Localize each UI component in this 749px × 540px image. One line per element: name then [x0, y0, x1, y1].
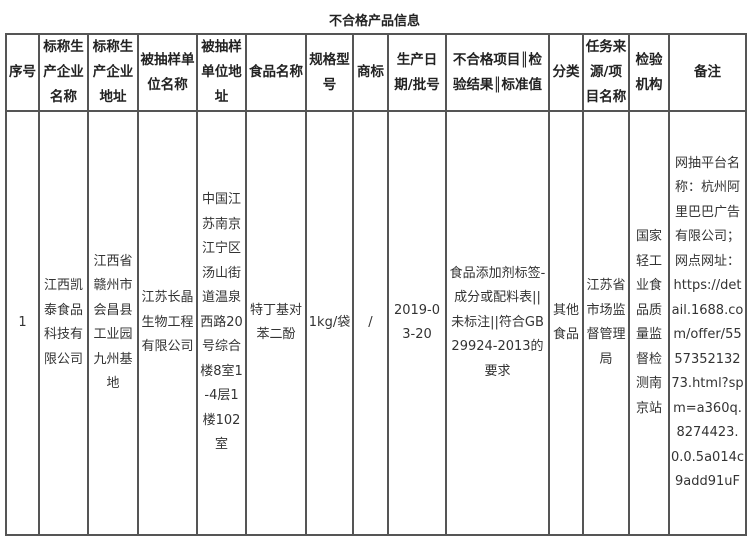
- cell-failed-item: 食品添加剂标签-成分或配料表||未标注||符合GB29924-2013的要求: [445, 110, 550, 536]
- header-index: 序号: [5, 33, 40, 112]
- cell-category: 其他食品: [548, 110, 584, 536]
- header-sampled-unit-name: 被抽样单位名称: [137, 33, 198, 112]
- header-inspection-agency: 检验机构: [628, 33, 670, 112]
- unqualified-products-table: 序号 标称生产企业名称 标称生产企业地址 被抽样单位名称 被抽样单位地址 食品名…: [5, 33, 747, 536]
- cell-spec: 1kg/袋: [305, 110, 354, 536]
- cell-index: 1: [5, 110, 40, 536]
- cell-food-name: 特丁基对苯二酚: [245, 110, 307, 536]
- cell-production-date: 2019-03-20: [387, 110, 447, 536]
- cell-trademark: /: [352, 110, 389, 536]
- cell-remarks: 网抽平台名称：杭州阿里巴巴广告有限公司；网点网址：https://detail.…: [668, 110, 747, 536]
- header-category: 分类: [548, 33, 584, 112]
- header-task-source: 任务来源/项目名称: [582, 33, 630, 112]
- header-manufacturer-address: 标称生产企业地址: [87, 33, 139, 112]
- cell-task-source: 江苏省市场监督管理局: [582, 110, 630, 536]
- cell-sampled-unit-name: 江苏长晶生物工程有限公司: [137, 110, 198, 536]
- page-title: 不合格产品信息: [328, 14, 420, 29]
- header-failed-item: 不合格项目║检验结果║标准值: [445, 33, 550, 112]
- header-sampled-unit-address: 被抽样单位地址: [196, 33, 247, 112]
- header-trademark: 商标: [352, 33, 389, 112]
- header-food-name: 食品名称: [245, 33, 307, 112]
- cell-inspection-agency: 国家轻工业食品质量监督检测南京站: [628, 110, 670, 536]
- cell-manufacturer-address: 江西省赣州市会昌县工业园九州基地: [87, 110, 139, 536]
- cell-manufacturer-name: 江西凯泰食品科技有限公司: [38, 110, 89, 536]
- header-production-date: 生产日期/批号: [387, 33, 447, 112]
- cell-sampled-unit-address: 中国江苏南京江宁区汤山街道温泉西路20号综合楼8室1-4层1楼102室: [196, 110, 247, 536]
- header-remarks: 备注: [668, 33, 747, 112]
- header-manufacturer-name: 标称生产企业名称: [38, 33, 89, 112]
- header-row: 序号 标称生产企业名称 标称生产企业地址 被抽样单位名称 被抽样单位地址 食品名…: [5, 33, 747, 112]
- table-row: 1 江西凯泰食品科技有限公司 江西省赣州市会昌县工业园九州基地 江苏长晶生物工程…: [5, 110, 747, 536]
- header-spec: 规格型号: [305, 33, 354, 112]
